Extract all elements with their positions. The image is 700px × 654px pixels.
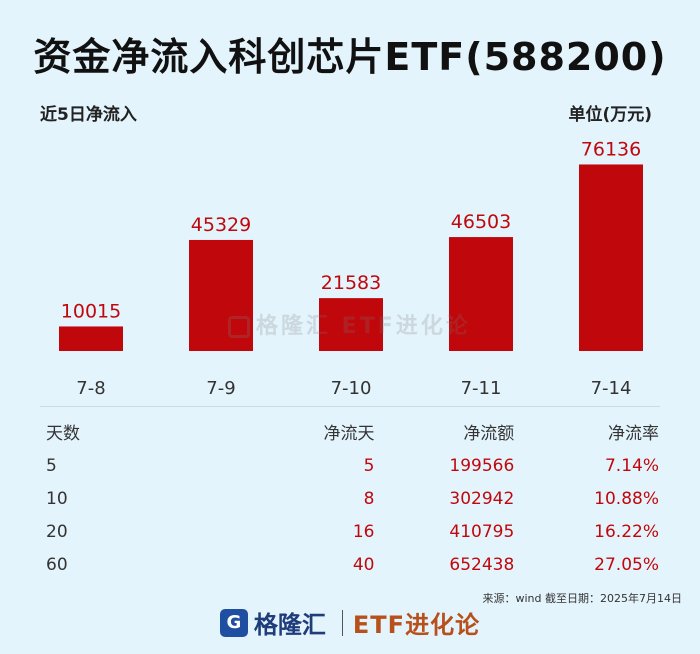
gelonghui-logo-icon: G xyxy=(219,608,248,637)
cell-days: 20 xyxy=(46,521,68,542)
table-row: 5 5 199566 7.14% xyxy=(40,449,660,482)
x-tick-label: 7-14 xyxy=(591,378,632,399)
table-row: 10 8 302942 10.88% xyxy=(40,482,660,515)
cell-days: 5 xyxy=(46,455,57,476)
x-tick-label: 7-10 xyxy=(331,378,372,399)
cell-net-amount: 199566 xyxy=(449,455,515,476)
header-net-amount: 净流额 xyxy=(463,423,515,444)
data-label-7-8: 10015 xyxy=(61,300,121,322)
cell-days: 10 xyxy=(46,488,68,509)
data-label-7-9: 45329 xyxy=(191,214,251,236)
watermark-text: 格隆汇 ETF进化论 xyxy=(256,314,471,339)
bar-7-14 xyxy=(579,164,643,351)
table-row: 60 40 652438 27.05% xyxy=(40,548,660,581)
footer: G 格隆汇 ETF进化论 xyxy=(0,605,700,640)
header-net-days: 净流天 xyxy=(323,423,375,444)
cell-net-rate: 10.88% xyxy=(594,488,659,509)
cell-net-amount: 302942 xyxy=(449,488,515,509)
bar-7-10 xyxy=(319,298,383,351)
cell-net-amount: 652438 xyxy=(449,554,515,575)
x-tick-label: 7-9 xyxy=(206,378,235,399)
subtitle-net-inflow: 近5日净流入 xyxy=(40,105,137,125)
table-row: 20 16 410795 16.22% xyxy=(40,515,660,548)
x-tick-label: 7-11 xyxy=(461,378,502,399)
x-tick-label: 7-8 xyxy=(76,378,105,399)
header-days: 天数 xyxy=(46,423,80,444)
data-label-7-10: 21583 xyxy=(321,272,381,294)
stats-table: 天数 净流天 净流额 净流率 5 5 199566 7.14% 10 8 302… xyxy=(40,413,660,581)
cell-net-days: 16 xyxy=(352,521,375,542)
cell-net-days: 40 xyxy=(352,554,375,575)
chart-title: 资金净流入科创芯片ETF(588200) xyxy=(33,35,667,79)
cell-net-days: 8 xyxy=(363,488,375,509)
cell-net-rate: 27.05% xyxy=(594,554,659,575)
cell-net-rate: 16.22% xyxy=(594,521,659,542)
bar-7-8 xyxy=(59,326,123,351)
bar-7-11 xyxy=(449,237,513,351)
data-label-7-11: 46503 xyxy=(451,211,511,233)
bar-7-9 xyxy=(189,239,253,351)
watermark: 格隆汇 ETF进化论 xyxy=(228,308,471,340)
unit-label: 单位(万元) xyxy=(568,105,652,125)
data-label-7-14: 76136 xyxy=(581,138,641,160)
source-note: 来源：wind 截至日期：2025年7月14日 xyxy=(482,592,683,605)
cell-net-rate: 7.14% xyxy=(604,455,659,476)
watermark-logo-icon xyxy=(228,316,250,338)
table-header-row: 天数 净流天 净流额 净流率 xyxy=(40,413,660,449)
cell-net-days: 5 xyxy=(363,455,375,476)
header-net-rate: 净流率 xyxy=(608,423,659,444)
divider xyxy=(40,406,660,407)
cell-net-amount: 410795 xyxy=(449,521,515,542)
footer-brand: 格隆汇 xyxy=(253,611,326,639)
footer-separator xyxy=(341,609,343,636)
bar-chart: 10015 7-8 45329 7-9 21583 7-10 46503 7-11 76136 7… xyxy=(59,138,643,399)
footer-brand-etf: ETF进化论 xyxy=(352,611,481,639)
cell-days: 60 xyxy=(46,554,68,575)
